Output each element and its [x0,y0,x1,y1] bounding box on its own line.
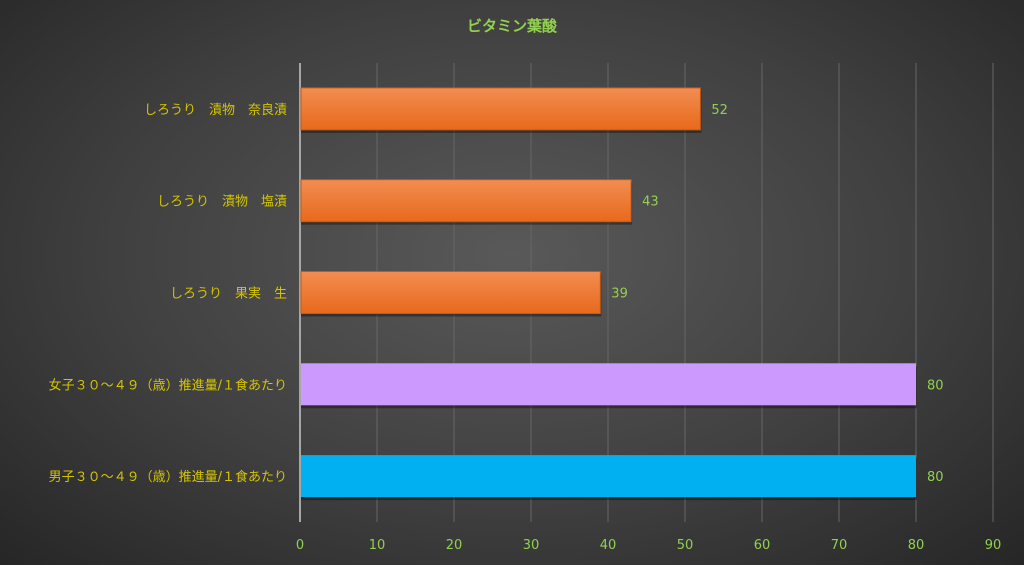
bar [300,87,701,131]
x-tick-label: 30 [523,538,540,553]
x-tick-label: 70 [831,538,848,553]
chart-title: ビタミン葉酸 [467,17,558,35]
category-label: しろうり 漬物 塩漬 [157,195,287,210]
data-label: 80 [927,470,944,485]
data-label: 80 [927,378,944,393]
x-tick-label: 80 [908,538,925,553]
category-label: 女子３０～４９（歳）推進量/１食あたり [49,377,287,393]
bar [301,455,916,498]
bar [300,271,601,314]
data-label: 39 [611,287,628,302]
bar [300,179,632,223]
x-tick-label: 10 [369,538,386,553]
category-label: しろうり 果実 生 [170,286,287,302]
x-tick-label: 50 [677,538,694,553]
x-tick-label: 40 [600,538,617,553]
data-label: 43 [642,195,659,210]
x-tick-label: 60 [754,538,771,553]
bar [301,363,916,406]
x-tick-label: 90 [985,538,1002,553]
x-tick-label: 20 [446,538,463,553]
category-label: しろうり 漬物 奈良漬 [144,102,287,118]
category-label: 男子３０～４９（歳）推進量/１食あたり [49,469,287,485]
data-label: 52 [711,103,728,118]
x-tick-label: 0 [296,538,304,553]
